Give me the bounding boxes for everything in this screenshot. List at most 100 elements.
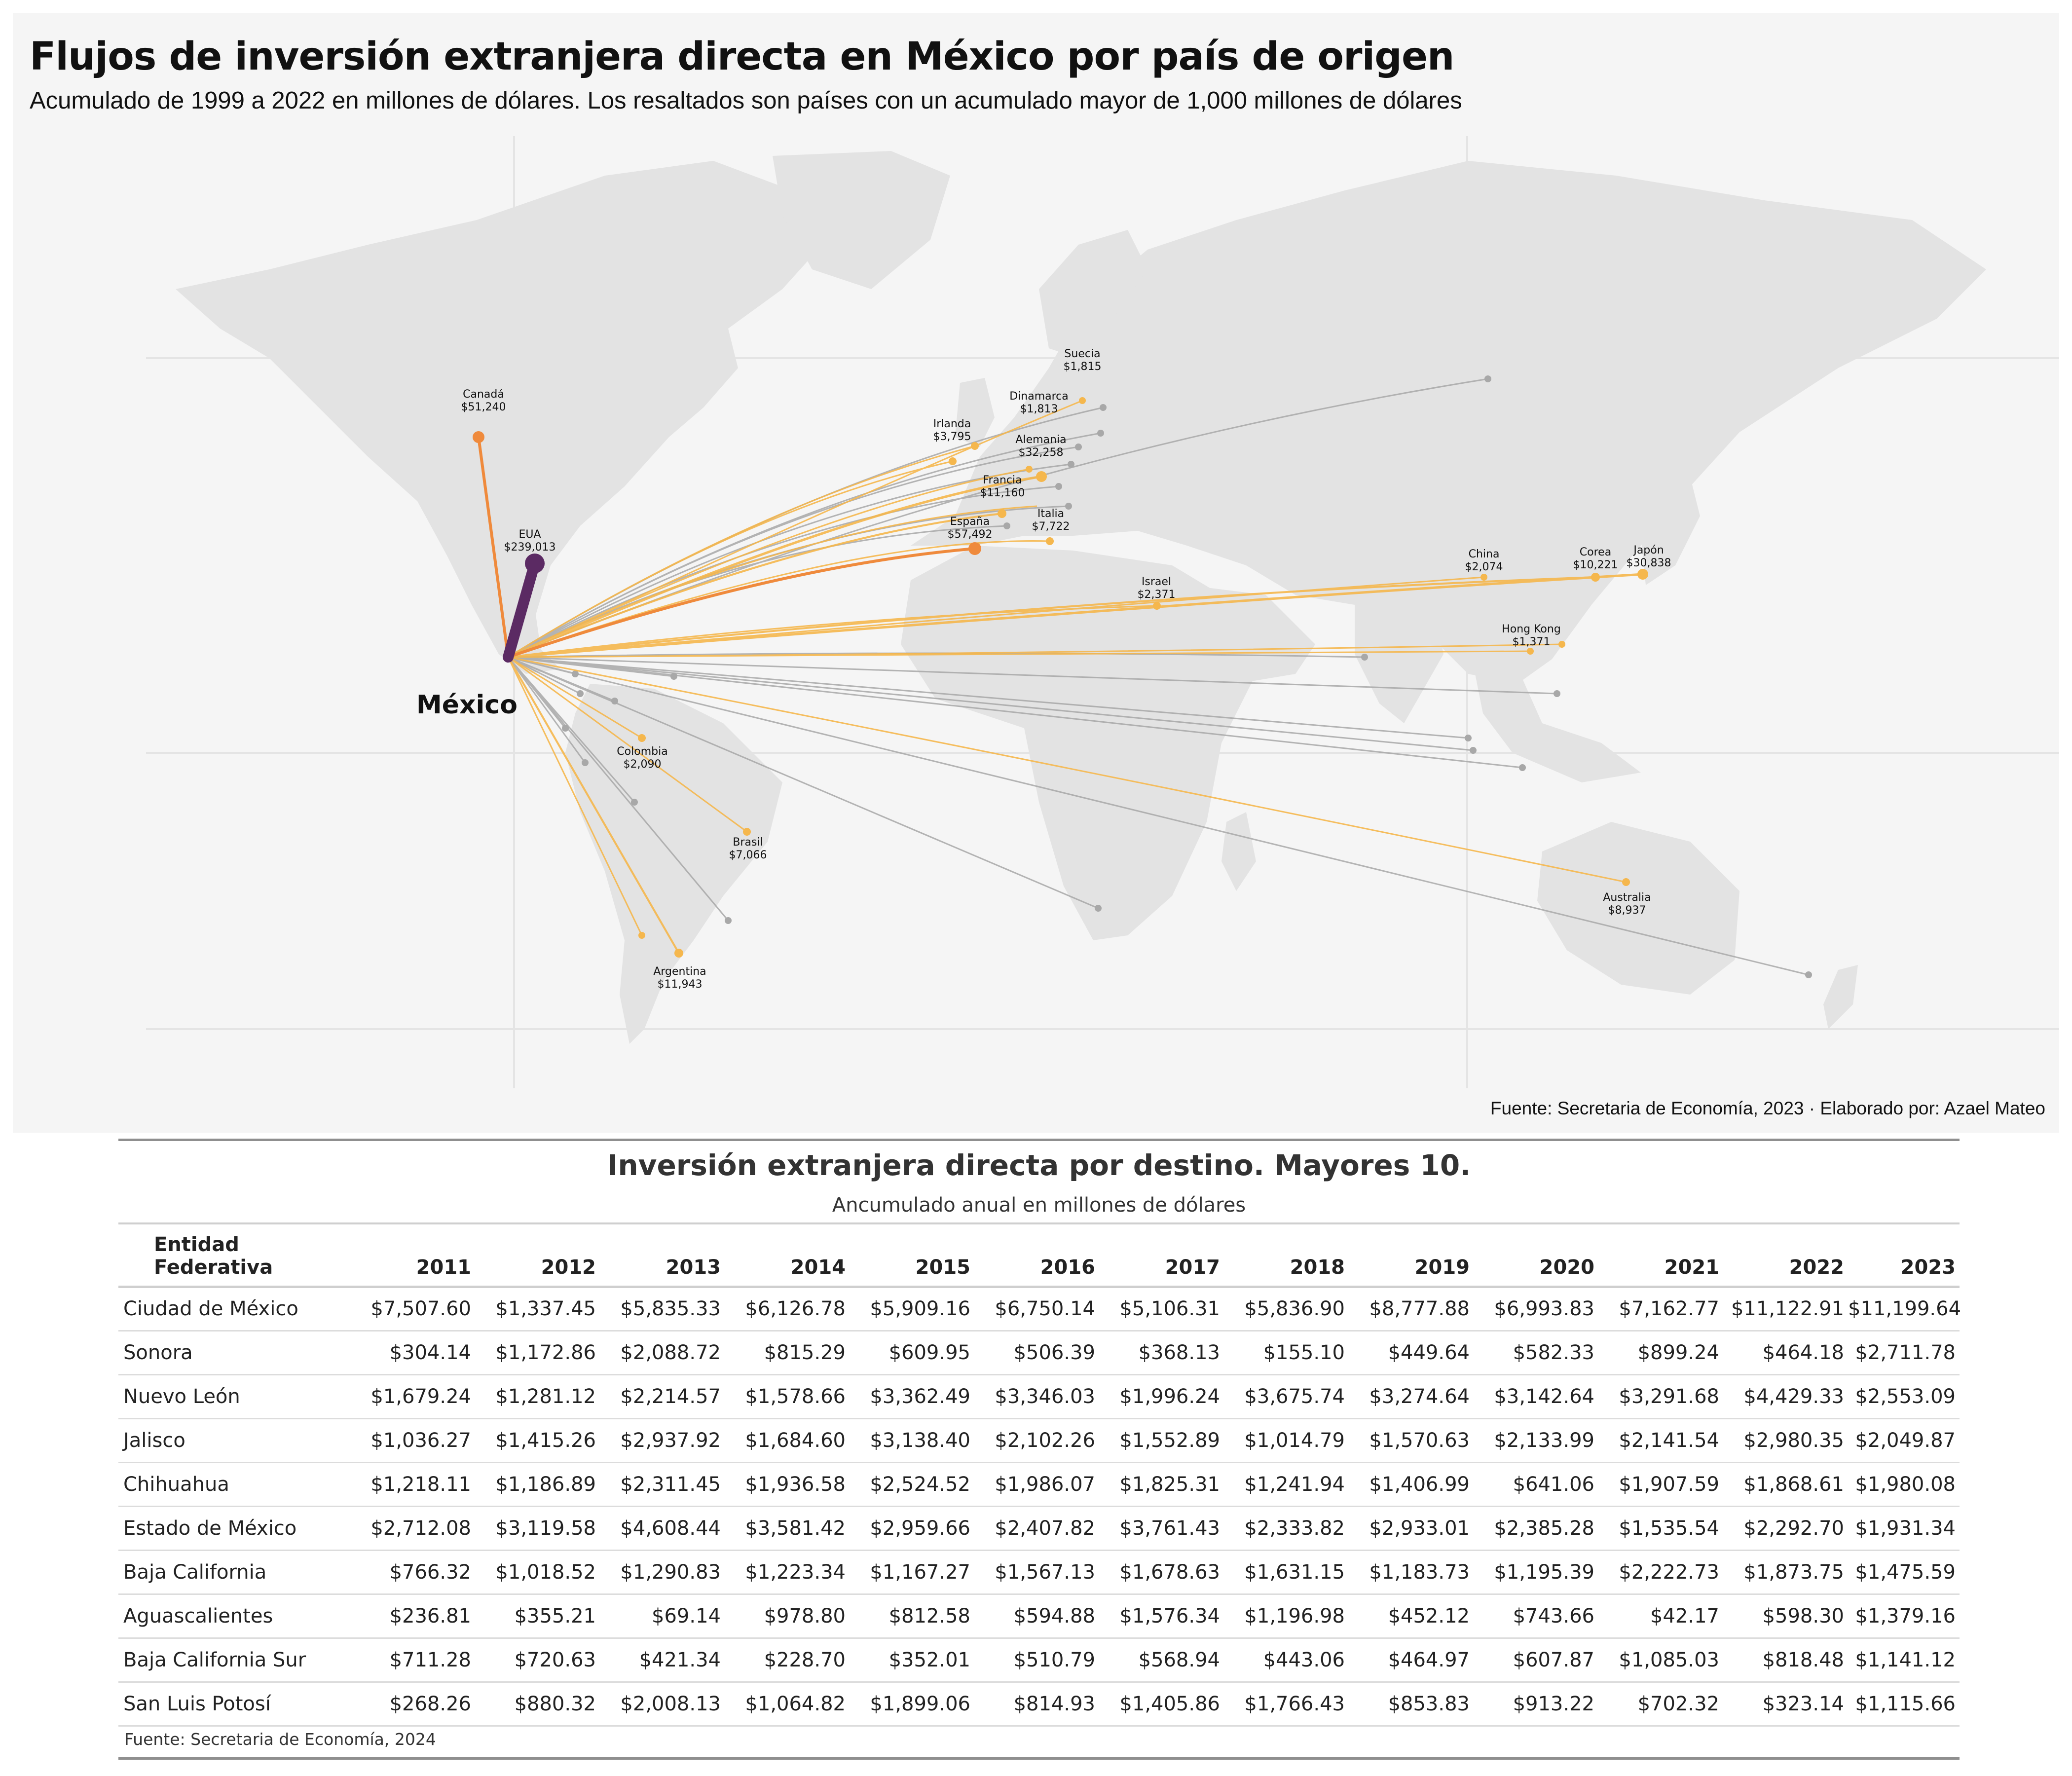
year-header: 2023 [1900,1256,1956,1279]
value-cell: $352.01 [888,1648,970,1671]
dot-irlanda-2 [971,442,979,450]
uk-land [955,378,995,447]
label-japon-value: $30,838 [1627,557,1671,569]
value-cell: $2,102.26 [995,1429,1095,1452]
year-header: 2011 [416,1256,471,1279]
label-australia-value: $8,937 [1608,904,1646,917]
value-cell: $1,241.94 [1244,1473,1345,1496]
map-source: Fuente: Secretaria de Economía, 2023 · E… [1490,1098,2045,1118]
year-header: 2014 [790,1256,846,1279]
value-cell: $978.80 [764,1604,846,1628]
value-cell: $1,931.34 [1855,1517,1956,1540]
table-row: Baja California $766.32 $1,018.52 $1,290.83… [118,1550,1960,1594]
value-cell: $3,362.49 [870,1385,970,1408]
value-cell: $155.10 [1263,1341,1345,1364]
dot-hongkong-2 [1558,641,1565,648]
label-francia-name: Francia [983,474,1022,486]
value-cell: $69.14 [652,1604,721,1628]
arabia-land [1187,585,1315,684]
value-cell: $2,385.28 [1494,1517,1594,1540]
dot-alemania [1036,471,1047,482]
value-cell: $5,836.90 [1244,1297,1345,1320]
entity-cell: Sonora [123,1341,193,1364]
dot-corea [1591,573,1600,582]
label-israel-name: Israel [1142,576,1171,588]
value-cell: $510.79 [1013,1648,1095,1671]
flow-japon [508,573,1643,659]
other-flow-dots [562,375,1812,978]
label-suecia-name: Suecia [1064,348,1100,360]
value-cell: $766.32 [389,1560,471,1584]
table-row: Sonora $304.14 $1,172.86 $2,088.72 $815.29 $6… [118,1331,1960,1374]
value-cell: $1,218.11 [370,1473,471,1496]
value-cell: $1,406.99 [1369,1473,1470,1496]
greenland-land [773,151,950,289]
value-cell: $464.18 [1762,1341,1844,1364]
value-cell: $2,311.45 [620,1473,721,1496]
japan-land [1641,477,1700,585]
label-espana-value: $57,492 [948,528,993,541]
value-cell: $7,162.77 [1619,1297,1719,1320]
value-cell: $5,909.16 [870,1297,970,1320]
value-cell: $1,475.59 [1855,1560,1956,1584]
dot-israel [1153,602,1161,610]
value-cell: $2,524.52 [870,1473,970,1496]
value-cell: $2,008.13 [620,1692,721,1715]
flow-eua [503,558,540,663]
value-cell: $1,415.26 [495,1429,596,1452]
value-cell: $1,195.39 [1494,1560,1594,1584]
year-header: 2018 [1290,1256,1345,1279]
value-cell: $3,142.64 [1494,1385,1594,1408]
value-cell: $1,936.58 [745,1473,846,1496]
value-cell: $7,507.60 [370,1297,471,1320]
label-brasil-name: Brasil [733,836,763,849]
new-zealand-land [1823,965,1858,1029]
destination-dots [473,397,1648,958]
flow-irlanda-2 [508,445,975,658]
flow-francia [508,513,1002,658]
entity-header: Entidad Federativa [118,1223,350,1287]
dot-brasil [743,828,751,836]
flow-argentina [507,657,680,954]
label-irlanda-name: Irlanda [933,418,971,430]
value-cell: $880.32 [514,1692,596,1715]
label-brasil-value: $7,066 [729,849,767,861]
label-alemania-value: $32,258 [1019,446,1064,459]
value-cell: $1,684.60 [745,1429,846,1452]
value-cell: $42.17 [1650,1604,1719,1628]
value-cell: $3,675.74 [1244,1385,1345,1408]
value-cell: $228.70 [764,1648,846,1671]
value-cell: $1,115.66 [1855,1692,1956,1715]
value-cell: $2,711.78 [1855,1341,1956,1364]
label-francia-value: $11,160 [980,487,1025,499]
value-cell: $1,337.45 [495,1297,596,1320]
value-cell: $6,750.14 [995,1297,1095,1320]
value-cell: $1,379.16 [1855,1604,1956,1628]
label-eua-value: $239,013 [504,541,556,554]
label-suecia-value: $1,815 [1064,361,1102,373]
dot-colombia [638,734,646,742]
value-cell: $2,333.82 [1244,1517,1345,1540]
table-top-rule [118,1139,1960,1141]
dot-italia [1046,537,1054,545]
value-cell: $1,223.34 [745,1560,846,1584]
high-flows [477,437,975,659]
flow-argentina-2 [507,657,643,936]
flow-hongkong-2 [508,643,1562,658]
value-cell: $1,567.13 [995,1560,1095,1584]
value-cell: $1,281.12 [495,1385,596,1408]
value-cell: $818.48 [1762,1648,1844,1671]
value-cell: $3,581.42 [745,1517,846,1540]
label-argentina-name: Argentina [653,965,706,978]
value-cell: $2,712.08 [370,1517,471,1540]
table-row: Chihuahua $1,218.11 $1,186.89 $2,311.45 $1,9… [118,1462,1960,1506]
flow-corea [508,576,1596,658]
country-labels: EUA $239,013 España $57,492 Canadá $51,2… [461,348,1671,991]
table-title: Inversión extranjera directa por destino… [607,1148,1471,1182]
value-cell: $5,835.33 [620,1297,721,1320]
flow-espana [508,547,975,659]
value-cell: $1,766.43 [1244,1692,1345,1715]
value-cell: $2,088.72 [620,1341,721,1364]
value-cell: $5,106.31 [1119,1297,1220,1320]
year-header: 2013 [666,1256,721,1279]
